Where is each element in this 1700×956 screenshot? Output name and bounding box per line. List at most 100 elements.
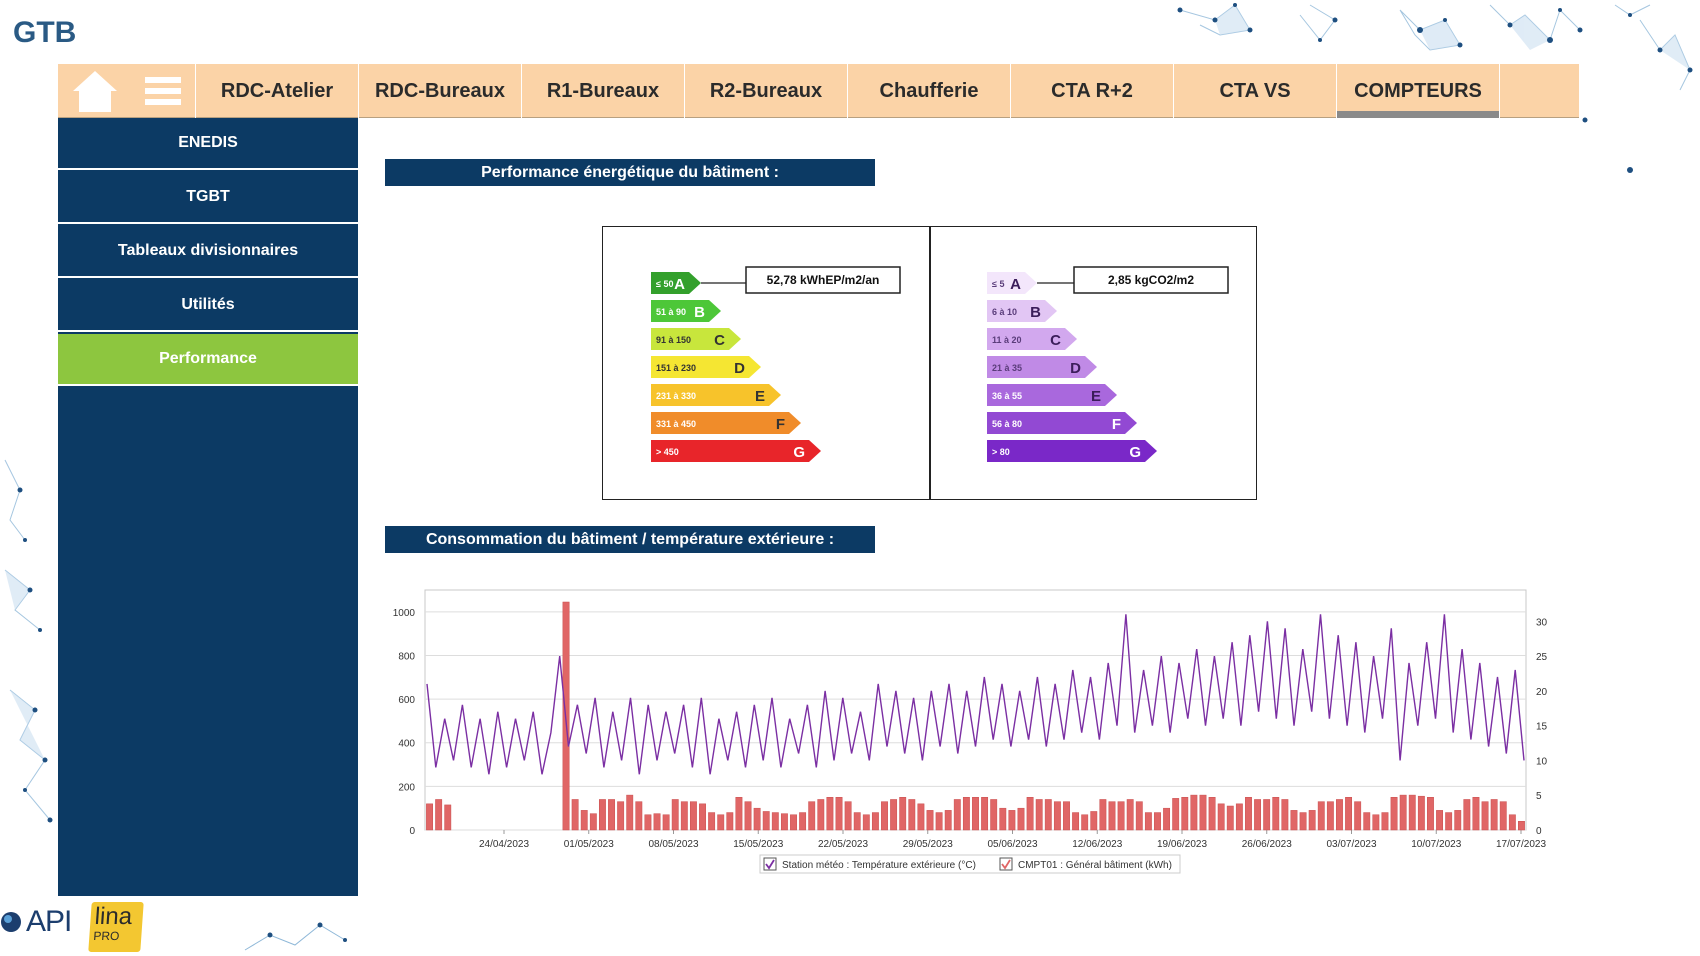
energy-class-bar [651,356,761,378]
consumption-bar [1226,805,1234,831]
legend-item[interactable]: Station météo : Température extérieure (… [763,857,976,871]
energy-class-letter: G [793,444,805,461]
x-tick-label: 12/06/2023 [1072,839,1122,850]
consumption-bar [1208,797,1216,831]
consumption-bar [744,801,752,831]
legend-checkbox[interactable] [999,857,1013,871]
energy-class-b: 51 à 90 B [651,300,721,322]
api-logo-text: API [26,905,72,938]
consumption-bar [944,810,952,831]
hamburger-menu-icon[interactable] [143,74,183,108]
tab-compteurs[interactable]: COMPTEURS [1337,64,1500,118]
sidebar-item-utilites[interactable]: Utilités [58,280,358,332]
y-right-tick-label: 15 [1536,722,1548,733]
tab-rdc-atelier[interactable]: RDC-Atelier [196,64,359,118]
consumption-bar [644,814,652,831]
consumption-bar [981,797,989,831]
y-left-tick-label: 1000 [393,608,416,619]
x-tick-label: 03/07/2023 [1326,839,1376,850]
consumption-bar [708,812,716,831]
plot-area [424,589,1527,831]
consumption-bar [826,797,834,831]
consumption-bar [1063,801,1070,831]
energy-class-letter: C [714,332,725,349]
consumption-bar [881,801,888,831]
x-tick-label: 19/06/2023 [1157,839,1207,850]
energy-class-bar [651,300,721,322]
ges-class-bar [987,412,1137,434]
home-icon[interactable] [70,68,120,114]
sidebar-item-tgbt[interactable]: TGBT [58,172,358,224]
consumption-bar [1008,810,1016,831]
consumption-bar [1326,801,1334,831]
consumption-bar [426,803,433,831]
x-tick-label: 24/04/2023 [479,839,529,850]
sidebar-item-tableaux-divisionnaires[interactable]: Tableaux divisionnaires [58,226,358,278]
ges-class-g: > 80 G [987,440,1157,462]
energy-class-letter: D [734,360,745,377]
consumption-bar [1090,811,1098,831]
consumption-bar [1463,799,1471,831]
sidebar-item-performance[interactable]: Performance [58,334,358,386]
consumption-bar [990,799,998,831]
energy-class-c: 91 à 150 C [651,328,741,350]
ges-class-e: 36 à 55 E [987,384,1117,406]
consumption-bar [1290,810,1298,831]
consumption-bar [1035,799,1043,831]
tab-cta-r2[interactable]: CTA R+2 [1011,64,1174,118]
consumption-bar [671,799,679,831]
x-tick-label: 08/05/2023 [648,839,698,850]
x-tick-label: 01/05/2023 [564,839,614,850]
consumption-bar [1372,814,1380,831]
consumption-bar [444,804,452,831]
consumption-bar [1436,810,1443,831]
consumption-bar [1390,797,1398,831]
consumption-bar [1445,812,1453,831]
consumption-bar [1217,803,1225,831]
tab-r2-bureaux[interactable]: R2-Bureaux [685,64,848,118]
consumption-bar [871,812,879,831]
consumption-bar [1518,821,1525,831]
ges-label-chart: ≤ 5 A 6 à 10 B 11 à 20 C 21 à 35 D 36 à 55 E 56 à … [987,266,1229,462]
consumption-bar [1154,812,1161,831]
consumption-bar [1190,794,1198,831]
legend-box [759,854,1181,874]
y-right-tick-label: 10 [1536,756,1548,767]
tab-r1-bureaux[interactable]: R1-Bureaux [522,64,685,118]
consumption-bar [1108,801,1116,831]
consumption-bar [835,797,843,831]
legend-checkbox[interactable] [763,857,777,871]
sidebar-item-enedis[interactable]: ENEDIS [58,118,358,170]
ges-class-c: 11 à 20 C [987,328,1077,350]
y-left-tick-label: 600 [398,695,415,706]
consumption-bar [899,797,907,831]
ges-class-range: ≤ 5 [992,279,1004,289]
consumption-bar [598,799,606,831]
energy-class-range: 231 à 330 [656,391,696,401]
tab-cta-vs[interactable]: CTA VS [1174,64,1337,118]
checkmark-icon [765,859,775,870]
ges-class-range: 11 à 20 [992,335,1022,345]
tab-rdc-bureaux[interactable]: RDC-Bureaux [359,64,522,118]
legend-item[interactable]: CMPT01 : Général bâtiment (kWh) [999,857,1172,871]
x-tick-label: 17/07/2023 [1496,839,1546,850]
api-logo-icon [1,912,21,932]
energy-class-range: > 450 [656,447,679,457]
consumption-bar [1272,797,1280,831]
consumption-bar [1408,794,1416,831]
x-tick-label: 22/05/2023 [818,839,868,850]
energy-class-a: ≤ 50 A [651,272,701,294]
ges-class-letter: E [1091,388,1101,405]
consumption-bar [972,797,979,831]
y-right-tick-label: 20 [1536,687,1548,698]
decorative-network-graphic [4,459,53,823]
consumption-bar [790,814,797,831]
consumption-bar [435,799,443,831]
consumption-bar [1345,797,1353,831]
x-tick-label: 29/05/2023 [903,839,953,850]
tab-chaufferie[interactable]: Chaufferie [848,64,1011,118]
consumption-bar [1399,794,1407,831]
consumption-bar [689,801,697,831]
ges-class-bar [987,440,1157,462]
energy-class-bar [651,272,701,294]
